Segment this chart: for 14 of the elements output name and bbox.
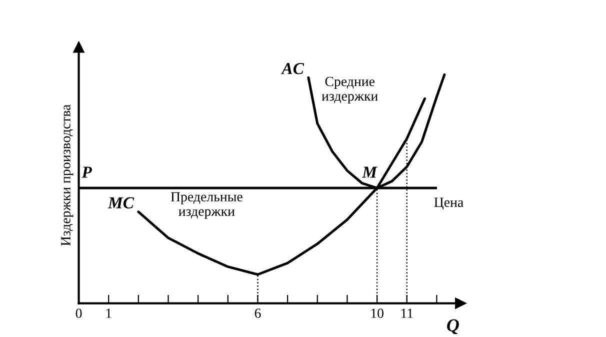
- series-label: MC: [108, 197, 134, 208]
- ref-line-label: Цена: [434, 198, 464, 210]
- y-axis-title: Издержки производства: [61, 104, 74, 246]
- x-tick-label: 0: [76, 308, 82, 318]
- x-tick-label: 1: [106, 308, 112, 318]
- series-label: AC: [280, 63, 304, 74]
- annotation: Средние издержки: [322, 76, 378, 104]
- annotation: P: [82, 166, 92, 178]
- x-tick-label: 6: [254, 308, 261, 318]
- x-axis-title: Q: [447, 319, 459, 334]
- annotation: M: [362, 166, 378, 178]
- x-tick-label: 10: [371, 308, 384, 318]
- x-tick-label: 11: [401, 308, 413, 318]
- annotation: Предельные издержки: [170, 192, 242, 219]
